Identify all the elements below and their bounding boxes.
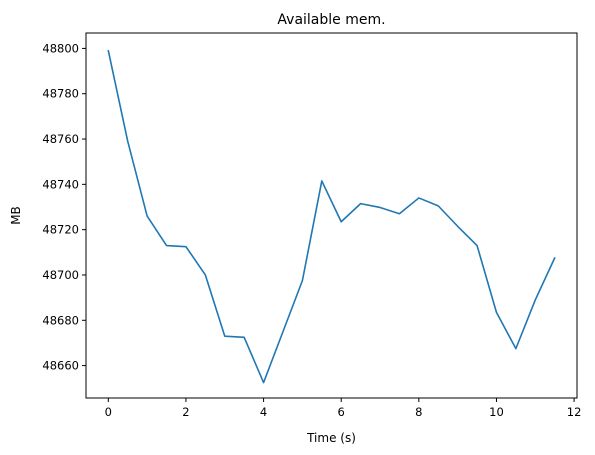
y-tick-label: 48720 (42, 223, 79, 237)
data-point (340, 221, 342, 223)
data-point (243, 336, 245, 338)
series-layer (107, 49, 556, 384)
y-axis-label: MB (9, 206, 23, 225)
y-tick-label: 48680 (42, 313, 79, 327)
y-tick-label: 48700 (42, 268, 79, 282)
data-point (302, 280, 304, 282)
x-tick-label: 8 (415, 405, 422, 419)
data-point (282, 331, 284, 333)
plot-area (85, 32, 578, 399)
data-point (554, 257, 556, 259)
x-tick-label: 0 (105, 405, 112, 419)
axis-ticks: 0 2 4 6 8 10 12 48660 48680 48700 48720 48740 48760 4… (42, 41, 581, 419)
data-point (224, 335, 226, 337)
data-point (263, 382, 265, 384)
data-point (360, 203, 362, 205)
data-point (321, 180, 323, 182)
y-tick-label: 48660 (42, 359, 79, 373)
x-tick-label: 4 (260, 405, 267, 419)
data-point (418, 197, 420, 199)
data-point (399, 213, 401, 215)
data-point (108, 50, 110, 52)
x-axis-label: Time (s) (306, 431, 356, 445)
data-point (205, 274, 207, 276)
series-line (107, 49, 556, 384)
data-point (476, 245, 478, 247)
x-tick-label: 10 (489, 405, 504, 419)
data-point (146, 215, 148, 217)
x-tick-label: 2 (182, 405, 189, 419)
data-point (127, 140, 129, 142)
data-point (185, 246, 187, 248)
axes-frame (85, 32, 578, 399)
data-point (496, 312, 498, 314)
y-tick-label: 48800 (42, 41, 79, 55)
y-tick-label: 48760 (42, 132, 79, 146)
x-tick-label: 12 (567, 405, 582, 419)
y-tick-label: 48780 (42, 87, 79, 101)
data-point (166, 245, 168, 247)
chart-title: Available mem. (277, 12, 385, 28)
data-point (379, 207, 381, 209)
data-point (437, 205, 439, 207)
y-tick-label: 48740 (42, 177, 79, 191)
data-point (534, 299, 536, 301)
x-tick-label: 6 (338, 405, 345, 419)
data-point (515, 348, 517, 350)
data-point (457, 225, 459, 227)
